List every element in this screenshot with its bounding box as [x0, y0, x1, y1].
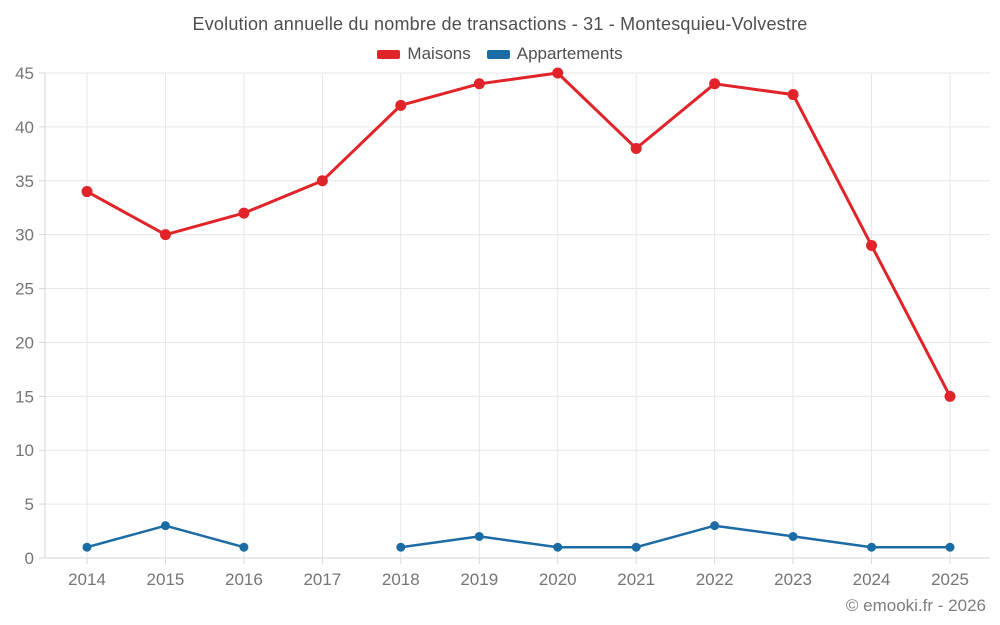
data-point-maisons-2020[interactable] — [552, 67, 564, 79]
y-tick-label-10: 10 — [15, 441, 34, 460]
data-point-maisons-2024[interactable] — [866, 239, 878, 251]
data-point-maisons-2016[interactable] — [238, 207, 250, 219]
y-tick-label-45: 45 — [15, 64, 34, 83]
chart-legend: Maisons Appartements — [0, 44, 1000, 64]
x-tick-label-2022: 2022 — [696, 570, 734, 589]
legend-swatch-maisons — [377, 49, 401, 59]
x-tick-label-2014: 2014 — [68, 570, 106, 589]
data-point-maisons-2025[interactable] — [944, 390, 956, 402]
data-point-appartements-2021[interactable] — [631, 542, 641, 552]
legend-swatch-appartements — [486, 49, 510, 59]
copyright-credit: © emooki.fr - 2026 — [845, 596, 986, 615]
data-point-appartements-2022[interactable] — [710, 521, 720, 531]
series-line-maisons — [85, 71, 952, 398]
data-point-maisons-2018[interactable] — [395, 99, 407, 111]
y-tick-label-40: 40 — [15, 118, 34, 137]
x-tick-label-2017: 2017 — [303, 570, 341, 589]
y-tick-label-20: 20 — [15, 333, 34, 352]
y-tick-label-35: 35 — [15, 172, 34, 191]
data-point-appartements-2015[interactable] — [160, 521, 170, 531]
series-line-appartements — [85, 524, 952, 549]
data-point-appartements-2020[interactable] — [553, 542, 563, 552]
legend-item-appartements[interactable]: Appartements — [486, 44, 623, 64]
data-point-appartements-2014[interactable] — [82, 542, 92, 552]
y-tick-label-25: 25 — [15, 280, 34, 299]
data-point-maisons-2015[interactable] — [159, 229, 171, 241]
data-point-appartements-2019[interactable] — [474, 531, 484, 541]
y-tick-label-0: 0 — [25, 549, 34, 568]
legend-item-maisons[interactable]: Maisons — [377, 44, 471, 64]
data-point-appartements-2018[interactable] — [396, 542, 406, 552]
x-tick-label-2016: 2016 — [225, 570, 263, 589]
y-tick-label-15: 15 — [15, 387, 34, 406]
data-point-maisons-2023[interactable] — [787, 89, 799, 101]
legend-label-appartements: Appartements — [516, 44, 623, 63]
x-tick-label-2021: 2021 — [617, 570, 655, 589]
data-point-maisons-2019[interactable] — [473, 78, 485, 90]
y-tick-label-5: 5 — [25, 495, 34, 514]
x-tick-label-2019: 2019 — [460, 570, 498, 589]
chart-title: Evolution annuelle du nombre de transact… — [192, 14, 808, 34]
y-tick-label-30: 30 — [15, 226, 34, 245]
data-point-appartements-2024[interactable] — [867, 542, 877, 552]
data-point-maisons-2017[interactable] — [316, 175, 328, 187]
legend-label-maisons: Maisons — [407, 44, 471, 63]
data-point-appartements-2023[interactable] — [788, 531, 798, 541]
x-tick-label-2023: 2023 — [774, 570, 812, 589]
data-point-appartements-2016[interactable] — [239, 542, 249, 552]
data-point-maisons-2021[interactable] — [630, 142, 642, 154]
x-tick-label-2025: 2025 — [931, 570, 969, 589]
x-tick-label-2018: 2018 — [382, 570, 420, 589]
data-point-maisons-2022[interactable] — [709, 78, 721, 90]
data-point-appartements-2025[interactable] — [945, 542, 955, 552]
x-tick-label-2024: 2024 — [853, 570, 891, 589]
x-tick-label-2020: 2020 — [539, 570, 577, 589]
x-tick-label-2015: 2015 — [147, 570, 185, 589]
data-point-maisons-2014[interactable] — [81, 186, 93, 198]
